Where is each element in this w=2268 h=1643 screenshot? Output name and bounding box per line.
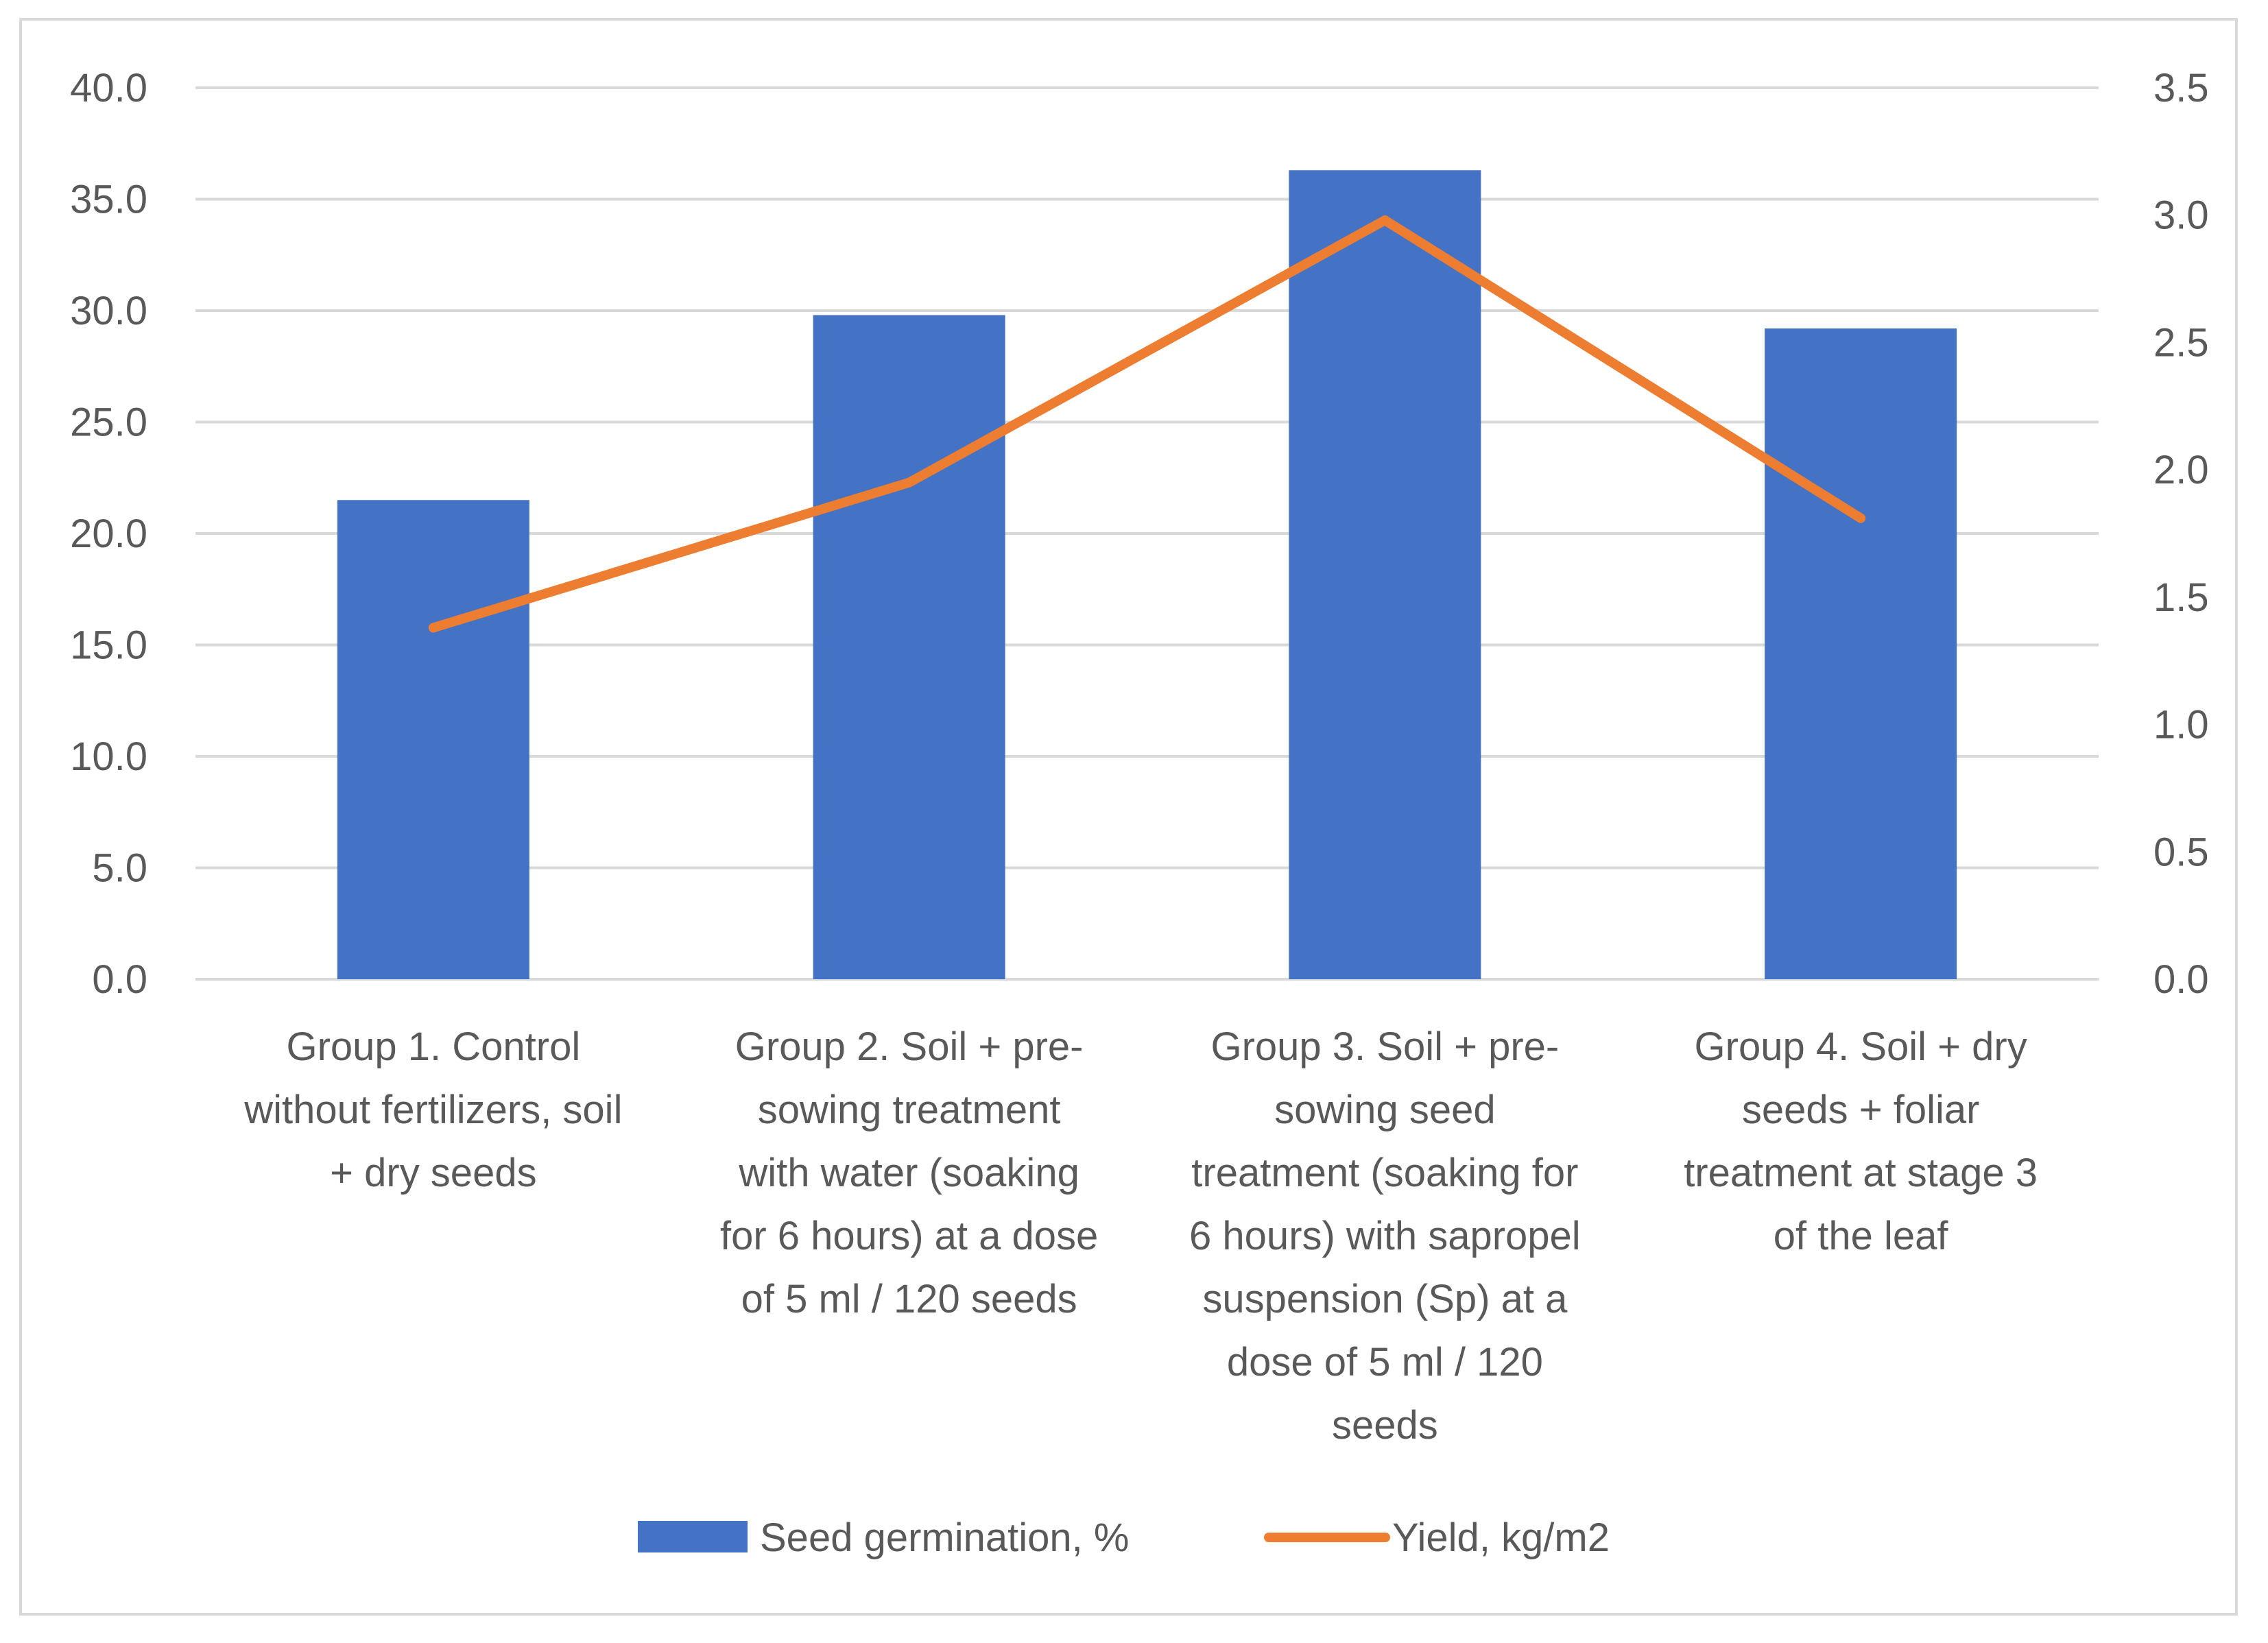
yield-point <box>904 477 914 488</box>
category-labels: Group 1. Control without fertilizers, soi… <box>243 1024 2038 1448</box>
left-tick-label: 10.0 <box>70 734 147 779</box>
right-tick-label: 2.5 <box>2153 320 2209 365</box>
bar-germination <box>337 500 529 979</box>
left-tick-label: 35.0 <box>70 178 147 222</box>
left-tick-label: 15.0 <box>70 623 147 668</box>
bar-germination <box>1765 328 1957 979</box>
left-y-axis: 0.0 5.0 10.0 15.0 20.0 25.0 30.0 35.0 40.0 <box>70 66 147 1002</box>
yield-point <box>428 623 438 633</box>
right-tick-label: 1.5 <box>2153 575 2209 620</box>
category-label: Group 3. Soil + pre-sowing seed treatment… <box>1189 1024 1581 1448</box>
category-label: Group 1. Control without fertilizers, soi… <box>243 1024 622 1195</box>
legend-swatch-germination <box>638 1521 748 1552</box>
right-tick-label: 3.0 <box>2153 193 2209 238</box>
yield-point <box>1380 215 1390 226</box>
right-tick-label: 1.0 <box>2153 703 2209 747</box>
legend-label-yield: Yield, kg/m2 <box>1392 1515 1610 1560</box>
category-label: Group 4. Soil + dry seeds + foliar treatme… <box>1684 1024 2038 1258</box>
right-tick-label: 0.0 <box>2153 957 2209 1002</box>
yield-line-path <box>428 215 1866 633</box>
legend: Seed germination, % Yield, kg/m2 <box>638 1515 1610 1560</box>
right-tick-label: 2.0 <box>2153 448 2209 492</box>
right-tick-label: 3.5 <box>2153 66 2209 110</box>
left-tick-label: 0.0 <box>92 957 147 1002</box>
yield-point <box>1856 513 1866 523</box>
yield-line <box>428 215 1866 633</box>
right-tick-label: 0.5 <box>2153 830 2209 874</box>
legend-label-germination: Seed germination, % <box>760 1515 1129 1560</box>
left-tick-label: 5.0 <box>92 846 147 891</box>
germination-bars <box>337 170 1957 979</box>
bar-germination <box>813 315 1005 979</box>
bar-germination <box>1289 170 1481 979</box>
left-tick-label: 20.0 <box>70 512 147 556</box>
left-tick-label: 30.0 <box>70 289 147 333</box>
category-label: Group 2. Soil + pre-sowing treatment with… <box>720 1024 1098 1321</box>
right-y-axis: 0.0 0.5 1.0 1.5 2.0 2.5 3.0 3.5 <box>2153 66 2209 1002</box>
left-tick-label: 25.0 <box>70 400 147 445</box>
left-tick-label: 40.0 <box>70 66 147 110</box>
